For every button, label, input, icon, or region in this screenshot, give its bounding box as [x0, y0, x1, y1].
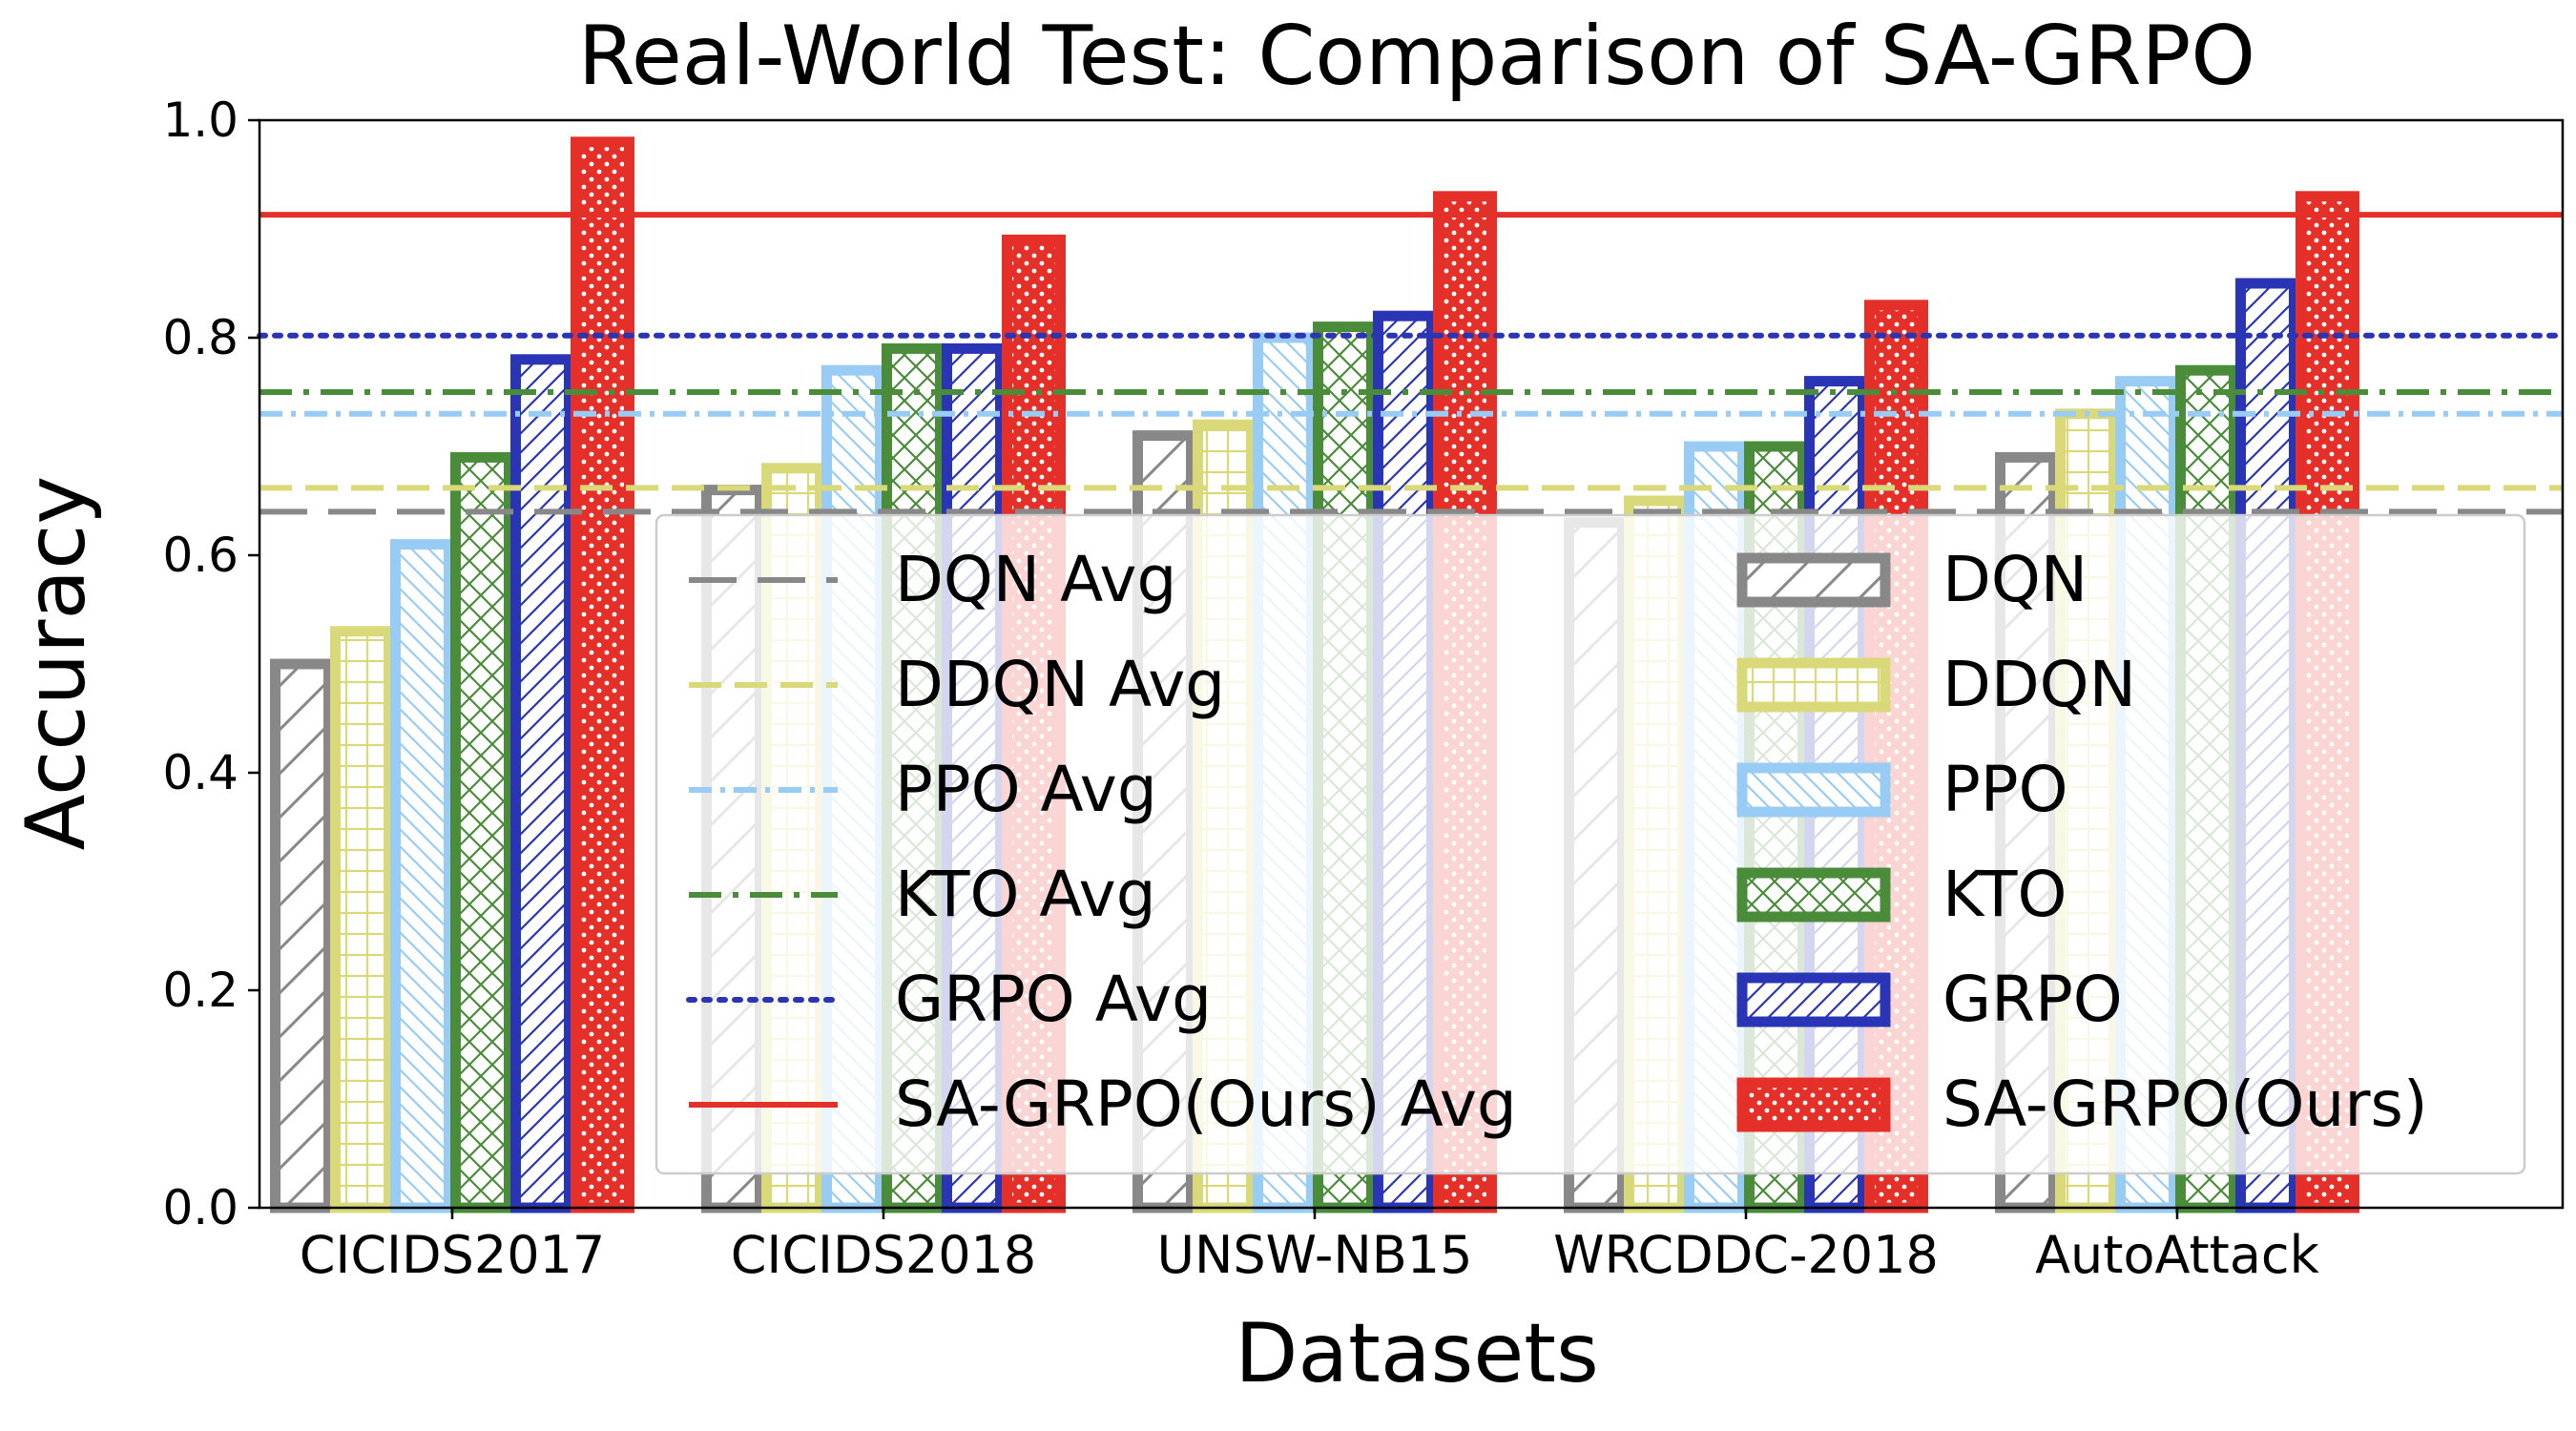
x-tick-label: WRCDDC-2018: [1553, 1225, 1939, 1285]
legend-label: DDQN: [1942, 648, 2136, 721]
y-tick-label: 0.0: [162, 1180, 239, 1235]
y-tick-label: 1.0: [162, 93, 239, 148]
legend-bar-swatch: [1736, 1077, 1891, 1132]
legend-label: DQN Avg: [895, 543, 1176, 616]
bar-kto-cicids2017: [450, 451, 514, 1213]
x-tick-label: CICIDS2018: [731, 1225, 1037, 1285]
legend-label: KTO Avg: [895, 858, 1156, 931]
legend-box: [654, 513, 2526, 1175]
legend-bar-swatch: [1736, 762, 1891, 818]
legend-label: SA-GRPO(Ours) Avg: [895, 1068, 1517, 1141]
legend-item-grpo: GRPO: [1736, 963, 2123, 1036]
legend-item-grpo-avg: GRPO Avg: [686, 963, 1212, 1036]
legend-label: GRPO Avg: [895, 963, 1212, 1036]
legend-item-kto-avg: KTO Avg: [689, 858, 1156, 931]
chart-title: Real-World Test: Comparison of SA-GRPO: [578, 9, 2255, 104]
legend-item-ddqn: DDQN: [1736, 648, 2136, 721]
legend-item-ppo-avg: PPO Avg: [689, 753, 1157, 826]
bar-ppo-cicids2017: [390, 539, 454, 1213]
legend-item-dqn: DQN: [1736, 543, 2088, 616]
legend-item-ddqn-avg: DDQN Avg: [689, 648, 1225, 721]
y-tick-label: 0.6: [162, 528, 239, 583]
x-tick-label: AutoAttack: [2035, 1225, 2319, 1285]
bar-sa-grpo-ours-cicids2017: [571, 136, 634, 1213]
legend-label: GRPO: [1942, 963, 2123, 1036]
legend-bar-swatch: [1736, 867, 1891, 923]
legend-item-ppo: PPO: [1736, 753, 2068, 826]
bar-dqn-cicids2017: [270, 658, 334, 1213]
y-tick-label: 0.4: [162, 745, 239, 800]
y-tick-label: 0.2: [162, 963, 239, 1018]
legend-item-sa-grpo-ours-avg: SA-GRPO(Ours) Avg: [689, 1068, 1517, 1141]
y-axis-label: Accuracy: [9, 476, 104, 851]
legend-label: SA-GRPO(Ours): [1942, 1068, 2428, 1141]
x-axis-ticks: CICIDS2017 CICIDS2018 UNSW-NB15 WRCDDC-2018…: [300, 1208, 2320, 1285]
x-tick-label: UNSW-NB15: [1156, 1225, 1472, 1285]
x-axis-label: Datasets: [1235, 1306, 1599, 1401]
legend-item-dqn-avg: DQN Avg: [689, 543, 1176, 616]
legend-bar-swatch: [1736, 972, 1891, 1027]
average-lines: [257, 212, 2566, 515]
y-axis-ticks: 0.0 0.2 0.4 0.6 0.8 1.0: [162, 93, 260, 1235]
legend-bar-swatch: [1736, 657, 1891, 713]
legend-item-sa-grpo-ours: SA-GRPO(Ours): [1736, 1068, 2428, 1141]
legend-label: PPO Avg: [895, 753, 1157, 826]
plot-area-frame: [258, 118, 2565, 1210]
legend-label: DQN: [1942, 543, 2088, 616]
legend-label: KTO: [1942, 858, 2067, 931]
x-tick-label: CICIDS2017: [300, 1225, 606, 1285]
legend-label: PPO: [1942, 753, 2068, 826]
legend: DQN Avg DDQN Avg PPO Avg KTO Avg GRPO Avg SA-…: [654, 513, 2526, 1175]
legend-bar-swatch: [1736, 552, 1891, 608]
y-tick-label: 0.8: [162, 310, 239, 365]
bar-ddqn-cicids2017: [330, 626, 394, 1213]
legend-label: DDQN Avg: [895, 648, 1225, 721]
legend-item-kto: KTO: [1736, 858, 2067, 931]
